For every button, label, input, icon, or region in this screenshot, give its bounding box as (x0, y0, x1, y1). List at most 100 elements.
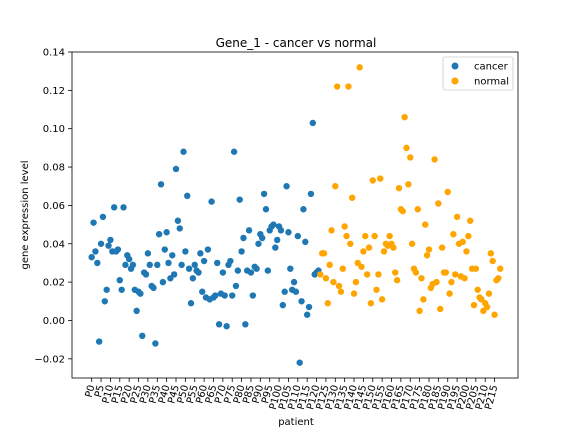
data-points (88, 64, 504, 366)
point-cancer (264, 267, 272, 274)
point-normal (395, 184, 403, 192)
y-tick-label: 0.00 (43, 316, 65, 327)
point-normal (483, 303, 491, 311)
point-cancer (182, 248, 189, 255)
x-tick-label: P35 (148, 384, 163, 405)
point-cancer (230, 148, 238, 155)
point-cancer (120, 204, 127, 211)
point-normal (465, 232, 472, 240)
point-cancer (232, 282, 240, 290)
point-normal (423, 252, 431, 259)
x-tick-label: P80 (232, 384, 247, 405)
point-normal (356, 64, 363, 71)
x-tick-label: P50 (176, 384, 191, 405)
point-normal (437, 305, 444, 313)
y-tick-label: 0.08 (43, 163, 65, 174)
plot-area (71, 51, 519, 379)
point-normal (375, 271, 382, 278)
point-normal (322, 275, 330, 282)
point-cancer (165, 259, 172, 267)
point-normal (363, 271, 371, 278)
point-normal (365, 244, 373, 251)
point-cancer (159, 278, 167, 286)
point-normal (412, 269, 420, 276)
x-tick-label: P40 (157, 384, 172, 405)
point-cancer (176, 225, 183, 232)
point-cancer (92, 248, 99, 255)
point-cancer (287, 265, 294, 272)
x-tick-label: P30 (138, 384, 153, 405)
point-cancer (208, 198, 215, 205)
point-cancer (107, 236, 114, 244)
point-normal (335, 282, 343, 290)
point-cancer (305, 303, 313, 311)
point-normal (418, 275, 425, 282)
point-normal (489, 257, 496, 265)
point-cancer (150, 284, 157, 292)
point-normal (320, 250, 328, 257)
point-cancer (180, 148, 187, 155)
point-cancer (281, 288, 288, 295)
point-cancer (302, 238, 309, 246)
point-normal (403, 144, 410, 152)
point-normal (435, 200, 442, 207)
point-cancer (99, 213, 107, 221)
point-cancer (129, 261, 137, 269)
point-normal (378, 296, 386, 303)
point-normal (328, 227, 335, 234)
point-normal (416, 307, 423, 315)
y-tick-label: 0.06 (43, 201, 65, 212)
point-cancer (122, 261, 129, 269)
point-normal (487, 250, 495, 257)
x-tick-label: P10 (101, 384, 116, 405)
point-cancer (234, 267, 242, 274)
point-normal (444, 188, 451, 196)
point-cancer (219, 269, 227, 276)
point-cancer (191, 261, 198, 269)
point-normal (472, 265, 480, 272)
point-cancer (172, 165, 180, 173)
point-cancer (189, 275, 197, 282)
x-axis: P0P5P10P15P20P25P30P35P40P45P50P55P60P65… (84, 378, 500, 411)
point-cancer (154, 261, 161, 269)
point-normal (362, 232, 369, 240)
chart-title: Gene_1 - cancer vs normal (216, 36, 377, 50)
point-normal (453, 213, 461, 221)
point-normal (369, 177, 376, 184)
point-normal (345, 83, 352, 90)
point-normal (352, 278, 360, 286)
point-normal (343, 232, 350, 240)
point-cancer (169, 252, 176, 259)
x-tick-label: P5 (93, 384, 107, 399)
point-cancer (103, 286, 110, 293)
y-tick-label: 0.02 (43, 278, 65, 289)
point-cancer (161, 246, 168, 253)
point-normal (326, 261, 333, 269)
point-cancer (290, 278, 298, 286)
point-cancer (215, 321, 223, 328)
point-cancer (97, 240, 105, 247)
point-cancer (253, 265, 260, 272)
point-cancer (133, 307, 140, 315)
legend-label-cancer: cancer (474, 62, 509, 73)
point-normal (414, 206, 421, 213)
point-cancer (242, 321, 249, 328)
point-cancer (245, 227, 253, 234)
point-cancer (214, 259, 221, 267)
legend-box (442, 56, 514, 91)
x-tick-label: P90 (251, 384, 266, 405)
point-normal (393, 277, 401, 284)
point-cancer (105, 242, 112, 249)
point-cancer (200, 257, 208, 265)
point-normal (324, 300, 331, 307)
point-cancer (185, 265, 193, 272)
point-normal (348, 194, 356, 201)
y-tick-label: 0.14 (43, 48, 65, 59)
point-normal (438, 244, 446, 251)
point-cancer (240, 234, 247, 242)
point-cancer (163, 229, 170, 236)
point-cancer (309, 119, 317, 127)
point-normal (431, 156, 438, 163)
x-tick-label: P20 (120, 384, 135, 405)
